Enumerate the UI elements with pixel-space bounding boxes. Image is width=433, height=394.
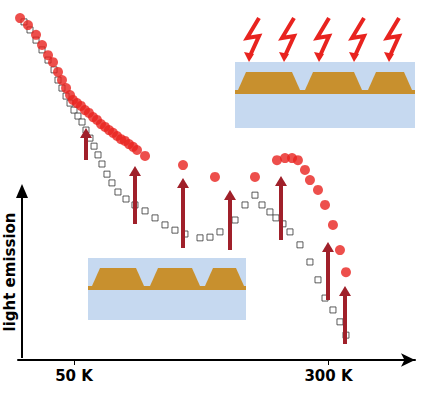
svg-text:300 K: 300 K (304, 367, 354, 385)
svg-text:light emission: light emission (1, 212, 19, 331)
svg-text:50 K: 50 K (55, 367, 94, 385)
